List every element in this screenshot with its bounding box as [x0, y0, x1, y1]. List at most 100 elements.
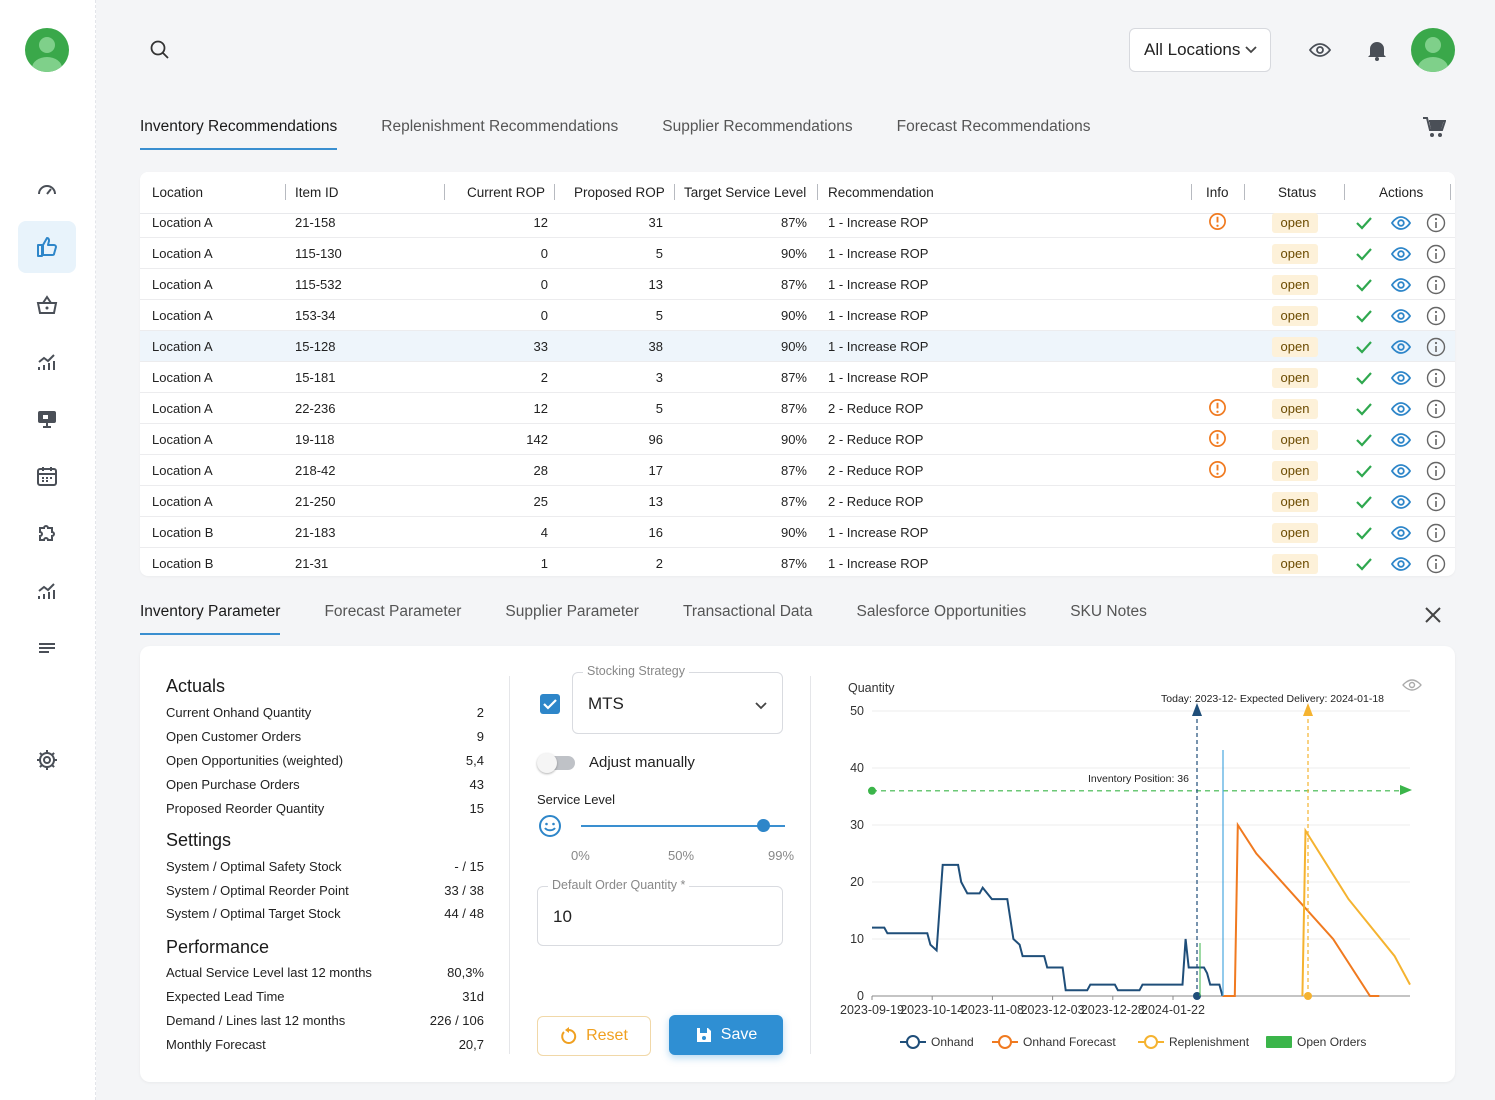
view-eye-icon[interactable]	[1391, 430, 1411, 450]
reset-button[interactable]: Reset	[537, 1016, 651, 1056]
col-separator[interactable]	[1191, 184, 1192, 200]
tab-forecast-recommendations[interactable]: Forecast Recommendations	[896, 118, 1091, 135]
view-eye-icon[interactable]	[1391, 337, 1411, 357]
approve-check-icon[interactable]	[1354, 275, 1374, 295]
table-row[interactable]: Location A 15-128 33 38 90% 1 - Increase ROP o…	[140, 331, 1455, 362]
col-separator[interactable]	[444, 184, 445, 200]
table-row[interactable]: Location A 115-532 0 13 87% 1 - Increase ROP o…	[140, 269, 1455, 300]
warning-icon[interactable]	[1208, 212, 1227, 231]
sidebar-menu-icon[interactable]	[18, 622, 76, 674]
view-eye-icon[interactable]	[1391, 554, 1411, 574]
col-actions[interactable]: Actions	[1379, 185, 1424, 200]
table-row[interactable]: Location B 21-183 4 16 90% 1 - Increase ROP op…	[140, 517, 1455, 548]
info-icon[interactable]	[1426, 554, 1446, 574]
table-row[interactable]: Location A 153-34 0 5 90% 1 - Increase ROP ope…	[140, 300, 1455, 331]
tab-salesforce-opportunities[interactable]: Salesforce Opportunities	[856, 603, 1027, 620]
sidebar-calendar-icon[interactable]	[18, 450, 76, 502]
approve-check-icon[interactable]	[1354, 244, 1374, 264]
tab-forecast-parameter[interactable]: Forecast Parameter	[324, 603, 462, 620]
col-separator[interactable]	[674, 184, 675, 200]
tab-inventory-recommendations[interactable]: Inventory Recommendations	[140, 110, 338, 150]
user-avatar[interactable]	[1411, 28, 1455, 72]
approve-check-icon[interactable]	[1354, 461, 1374, 481]
approve-check-icon[interactable]	[1354, 430, 1374, 450]
tab-inventory-parameter[interactable]: Inventory Parameter	[140, 595, 281, 635]
info-icon[interactable]	[1426, 306, 1446, 326]
default-order-quantity-field[interactable]: Default Order Quantity * 10	[537, 878, 783, 946]
table-row[interactable]: Location A 15-181 2 3 87% 1 - Increase ROP ope…	[140, 362, 1455, 393]
col-separator[interactable]	[1450, 184, 1451, 200]
info-icon[interactable]	[1426, 213, 1446, 233]
table-row[interactable]: Location A 218-42 28 17 87% 2 - Reduce ROP ope…	[140, 455, 1455, 486]
view-eye-icon[interactable]	[1391, 213, 1411, 233]
sidebar-thumbs-up-icon[interactable]	[18, 221, 76, 273]
tab-replenishment-recommendations[interactable]: Replenishment Recommendations	[381, 118, 619, 135]
warning-icon[interactable]	[1208, 429, 1227, 448]
approve-check-icon[interactable]	[1354, 399, 1374, 419]
sidebar-avatar[interactable]	[25, 28, 69, 72]
sidebar-puzzle-icon[interactable]	[18, 507, 76, 559]
tab-supplier-parameter[interactable]: Supplier Parameter	[505, 603, 639, 620]
col-target-service-level[interactable]: Target Service Level	[684, 185, 807, 200]
view-eye-icon[interactable]	[1391, 523, 1411, 543]
info-icon[interactable]	[1426, 492, 1446, 512]
approve-check-icon[interactable]	[1354, 492, 1374, 512]
tab-transactional-data[interactable]: Transactional Data	[682, 603, 813, 620]
info-icon[interactable]	[1426, 275, 1446, 295]
col-current-rop[interactable]: Current ROP	[467, 185, 546, 200]
col-status[interactable]: Status	[1278, 185, 1317, 200]
cart-icon[interactable]	[1422, 116, 1446, 138]
approve-check-icon[interactable]	[1354, 306, 1374, 326]
sidebar-monitor-icon[interactable]	[18, 393, 76, 445]
view-eye-icon[interactable]	[1391, 275, 1411, 295]
sidebar-chart-icon-2[interactable]	[18, 565, 76, 617]
table-row[interactable]: Location A 22-236 12 5 87% 2 - Reduce ROP open	[140, 393, 1455, 424]
location-select[interactable]: All Locations	[1129, 28, 1271, 72]
tab-sku-notes[interactable]: SKU Notes	[1070, 603, 1147, 620]
table-row[interactable]: Location A 19-118 142 96 90% 2 - Reduce ROP op…	[140, 424, 1455, 455]
info-icon[interactable]	[1426, 244, 1446, 264]
info-icon[interactable]	[1426, 368, 1446, 388]
tab-supplier-recommendations[interactable]: Supplier Recommendations	[662, 118, 853, 135]
warning-icon[interactable]	[1208, 398, 1227, 417]
sidebar-chart-icon[interactable]	[18, 336, 76, 388]
view-eye-icon[interactable]	[1391, 244, 1411, 264]
approve-check-icon[interactable]	[1354, 554, 1374, 574]
col-separator[interactable]	[1244, 184, 1245, 200]
col-info[interactable]: Info	[1206, 185, 1229, 200]
stocking-strategy-select[interactable]: Stocking Strategy MTS	[572, 664, 783, 734]
info-icon[interactable]	[1426, 461, 1446, 481]
approve-check-icon[interactable]	[1354, 213, 1374, 233]
sidebar-gear-icon[interactable]	[18, 734, 76, 786]
warning-icon[interactable]	[1208, 460, 1227, 479]
view-eye-icon[interactable]	[1391, 368, 1411, 388]
bell-icon[interactable]	[1366, 38, 1388, 62]
col-proposed-rop[interactable]: Proposed ROP	[574, 185, 665, 200]
table-row[interactable]: Location B 21-31 1 2 87% 1 - Increase ROP open	[140, 548, 1455, 576]
table-row[interactable]: Location A 115-130 0 5 90% 1 - Increase ROP op…	[140, 238, 1455, 269]
service-level-slider[interactable]	[581, 825, 785, 827]
stocking-checkbox[interactable]	[540, 694, 560, 714]
info-icon[interactable]	[1426, 337, 1446, 357]
search-icon[interactable]	[148, 38, 172, 62]
sidebar-basket-icon[interactable]	[18, 279, 76, 331]
view-eye-icon[interactable]	[1391, 461, 1411, 481]
eye-icon[interactable]	[1308, 38, 1332, 62]
col-location[interactable]: Location	[152, 185, 204, 200]
adjust-manually-toggle[interactable]	[537, 753, 575, 773]
save-button[interactable]: Save	[669, 1015, 783, 1055]
view-eye-icon[interactable]	[1391, 306, 1411, 326]
table-row[interactable]: Location A 21-158 12 31 87% 1 - Increase ROP o…	[140, 207, 1455, 238]
approve-check-icon[interactable]	[1354, 337, 1374, 357]
col-separator[interactable]	[817, 184, 818, 200]
close-icon[interactable]	[1422, 604, 1444, 626]
col-separator[interactable]	[1344, 184, 1345, 200]
sidebar-dashboard-icon[interactable]	[18, 164, 76, 216]
col-separator[interactable]	[285, 184, 286, 200]
info-icon[interactable]	[1426, 399, 1446, 419]
table-row[interactable]: Location A 21-250 25 13 87% 2 - Reduce ROP ope…	[140, 486, 1455, 517]
col-recommendation[interactable]: Recommendation	[828, 185, 934, 200]
approve-check-icon[interactable]	[1354, 523, 1374, 543]
view-eye-icon[interactable]	[1391, 492, 1411, 512]
info-icon[interactable]	[1426, 523, 1446, 543]
